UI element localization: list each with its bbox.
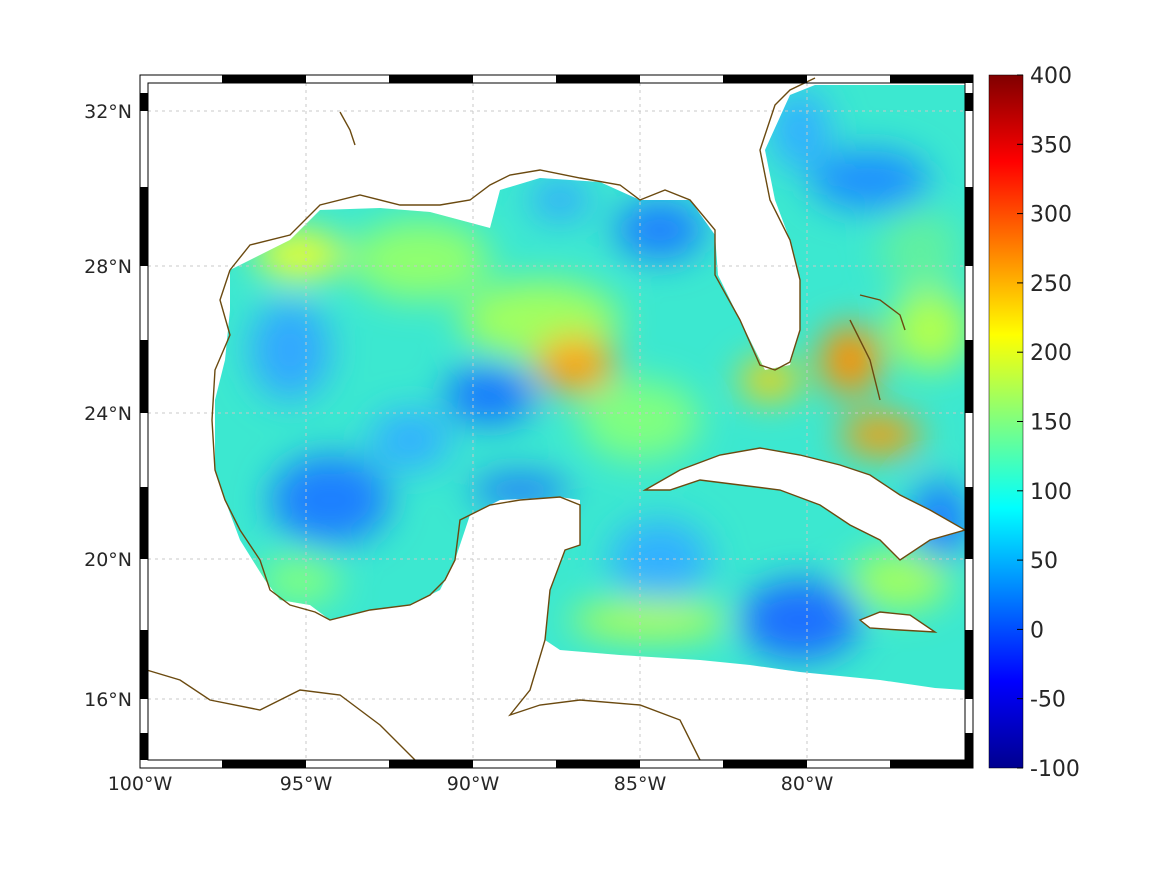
colorbar-tick-label: 250 [1030,272,1072,297]
map-frame [139,74,974,769]
colorbar-tick-label: -50 [1030,688,1066,713]
colorbar-tick-label: 350 [1030,133,1072,158]
heatmap-field [215,85,965,690]
colorbar-tick-label: 50 [1030,549,1058,574]
y-tick-label: 32°N [84,101,132,123]
colorbar-tick-label: 100 [1030,480,1072,505]
colorbar-tick-label: 300 [1030,203,1072,228]
colorbar-tick-label: 0 [1030,618,1044,643]
y-tick-label: 16°N [84,689,132,711]
x-tick-label: 90°W [447,773,500,795]
y-tick-label: 20°N [84,549,132,571]
x-tick-label: 100°W [108,773,173,795]
y-tick-label: 24°N [84,403,132,425]
graticule [148,83,965,760]
colorbar: 400 350 300 250 200 150 100 50 0 -50 -100 [988,64,1080,782]
y-tick-label: 28°N [84,256,132,278]
colorbar-tick-label: 400 [1030,64,1072,89]
x-tick-label: 85°W [614,773,667,795]
x-tick-label: 95°W [280,773,333,795]
colorbar-tick-label: -100 [1030,757,1080,782]
colorbar-tick-label: 200 [1030,341,1072,366]
coastlines [139,77,967,766]
x-tick-label: 80°W [781,773,834,795]
colorbar-tick-label: 150 [1030,411,1072,436]
